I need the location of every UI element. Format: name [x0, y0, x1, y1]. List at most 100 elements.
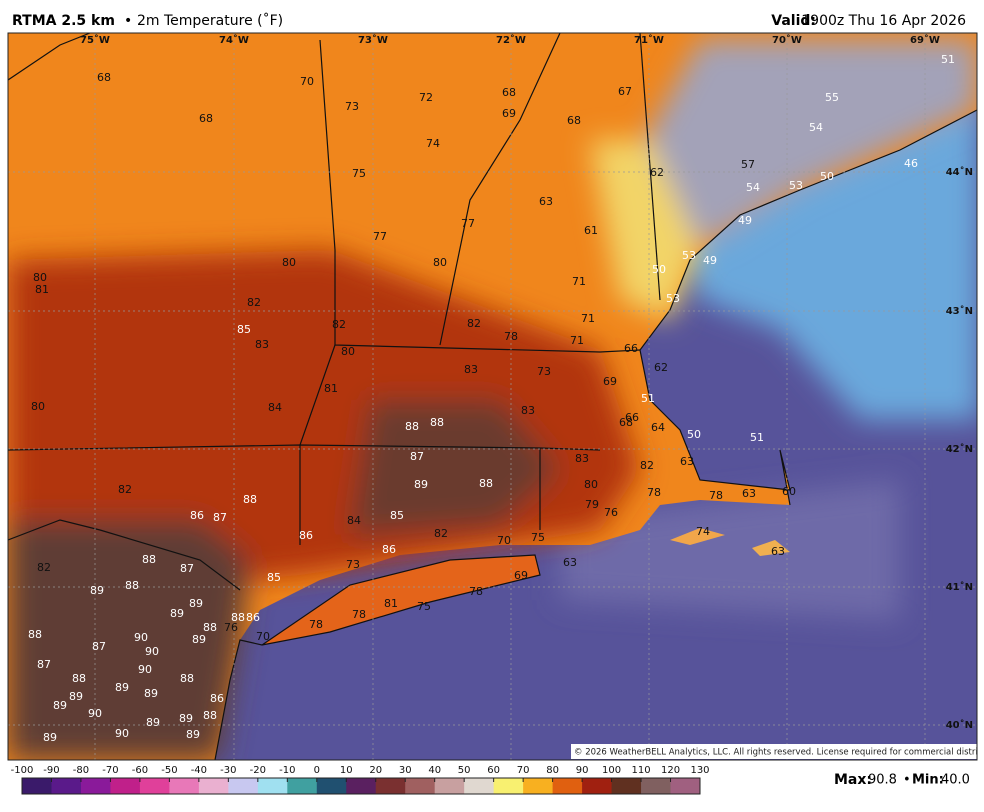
colorbar-tick-label: -50	[161, 765, 177, 776]
separator: •	[124, 13, 132, 29]
coastline	[639, 109, 977, 506]
colorbar-segment	[51, 778, 82, 794]
longitude-label: 71˚W	[634, 34, 664, 46]
border	[439, 33, 561, 346]
station-temperature: 63	[742, 487, 756, 500]
longitude-label: 70˚W	[772, 34, 802, 46]
colorbar-tick-label: 30	[399, 765, 412, 776]
latitude-label: 40˚N	[946, 719, 973, 731]
colorbar-segment	[405, 778, 436, 794]
station-temperature: 90	[115, 727, 129, 740]
station-temperature: 77	[373, 230, 387, 243]
field-name: 2m Temperature (˚F)	[137, 12, 283, 29]
station-temperature: 78	[469, 585, 483, 598]
map-frame	[7, 32, 978, 761]
station-temperature: 80	[341, 345, 355, 358]
colorbar-tick-label: -70	[102, 765, 118, 776]
station-temperature: 53	[682, 249, 696, 262]
colorbar-tick-label: 0	[314, 765, 320, 776]
station-temperature: 77	[461, 217, 475, 230]
station-temperature: 50	[687, 428, 701, 441]
border	[8, 519, 241, 591]
station-temperature: 90	[145, 645, 159, 658]
station-temperature: 89	[170, 607, 184, 620]
station-temperature: 82	[434, 527, 448, 540]
coastline	[214, 554, 541, 760]
latitude-label: 41˚N	[946, 581, 973, 593]
colorbar: -100 -90 -80 -70 -60 -50 -40 -30 -20 -10 0 10 20 30 40…	[11, 765, 710, 795]
colorbar-segment	[493, 778, 524, 794]
station-temperature: 89	[69, 690, 83, 703]
longitude-label: 69˚W	[910, 34, 940, 46]
station-temperature: 83	[521, 404, 535, 417]
min-label: Min:	[912, 773, 944, 788]
copyright: © 2026 WeatherBELL Analytics, LLC. All r…	[574, 748, 984, 758]
copyright-box	[571, 744, 977, 759]
station-temperature: 82	[247, 296, 261, 309]
colorbar-tick-label: 60	[487, 765, 500, 776]
station-temperature: 80	[33, 271, 47, 284]
station-temperature: 87	[410, 450, 424, 463]
station-temperature: 61	[584, 224, 598, 237]
station-temperature: 81	[35, 283, 49, 296]
station-temperature: 73	[537, 365, 551, 378]
longitude-label: 73˚W	[358, 34, 388, 46]
long-island	[262, 555, 540, 645]
colorbar-segment	[169, 778, 200, 794]
station-temperature: 89	[90, 584, 104, 597]
colorbar-tick-label: 40	[428, 765, 441, 776]
colorbar-tick-label: 120	[661, 765, 680, 776]
station-temperature: 70	[256, 630, 270, 643]
labels: 75˚W 74˚W 73˚W 72˚W 71˚W 70˚W 69˚W 44˚N 43˚N 42˚N…	[28, 34, 973, 744]
station-temperature: 53	[666, 292, 680, 305]
station-temperature: 88	[72, 672, 86, 685]
station-temperature: 51	[750, 431, 764, 444]
borders	[8, 33, 977, 760]
longitude-label: 74˚W	[219, 34, 249, 46]
station-temperature: 88	[405, 420, 419, 433]
longitude-label: 72˚W	[496, 34, 526, 46]
station-temperature: 90	[138, 663, 152, 676]
latitude-label: 42˚N	[946, 443, 973, 455]
station-temperature: 76	[224, 621, 238, 634]
station-temperature: 88	[203, 621, 217, 634]
colorbar-tick-label: -10	[279, 765, 295, 776]
colorbar-segment	[552, 778, 583, 794]
station-temperature: 46	[904, 157, 918, 170]
station-temperature: 88	[231, 611, 245, 624]
station-temperature: 66	[625, 411, 639, 424]
colorbar-tick-label: 110	[631, 765, 650, 776]
station-temperature: 83	[464, 363, 478, 376]
station-temperature: 86	[210, 692, 224, 705]
longitude-label: 75˚W	[80, 34, 110, 46]
station-temperature: 85	[237, 323, 251, 336]
station-temperature: 83	[255, 338, 269, 351]
station-temperature: 82	[640, 459, 654, 472]
station-temperature: 84	[347, 514, 361, 527]
valid-label: Valid:	[771, 13, 816, 29]
colorbar-segment	[110, 778, 141, 794]
station-temperature: 88	[203, 709, 217, 722]
station-temperature: 78	[309, 618, 323, 631]
station-temperature: 54	[809, 121, 823, 134]
colorbar-segment	[80, 778, 111, 794]
border	[8, 33, 91, 81]
station-temperature: 68	[619, 416, 633, 429]
station-temperature: 88	[125, 579, 139, 592]
colorbar-tick-label: -60	[132, 765, 148, 776]
max-label: Max:	[834, 772, 872, 788]
colorbar-segment	[22, 778, 52, 794]
station-temperature: 87	[37, 658, 51, 671]
station-temperature: 63	[680, 455, 694, 468]
station-temperature: 50	[820, 170, 834, 183]
station-temperature: 83	[575, 452, 589, 465]
colorbar-segment	[641, 778, 672, 794]
station-temperature: 51	[641, 392, 655, 405]
colorbar-tick-label: 90	[576, 765, 589, 776]
station-temperature: 78	[352, 608, 366, 621]
colorbar-tick-label: -20	[250, 765, 266, 776]
station-temperature: 89	[146, 716, 160, 729]
colorbar-segment	[316, 778, 347, 794]
colorbar-tick-label: 80	[546, 765, 559, 776]
station-temperature: 78	[709, 489, 723, 502]
